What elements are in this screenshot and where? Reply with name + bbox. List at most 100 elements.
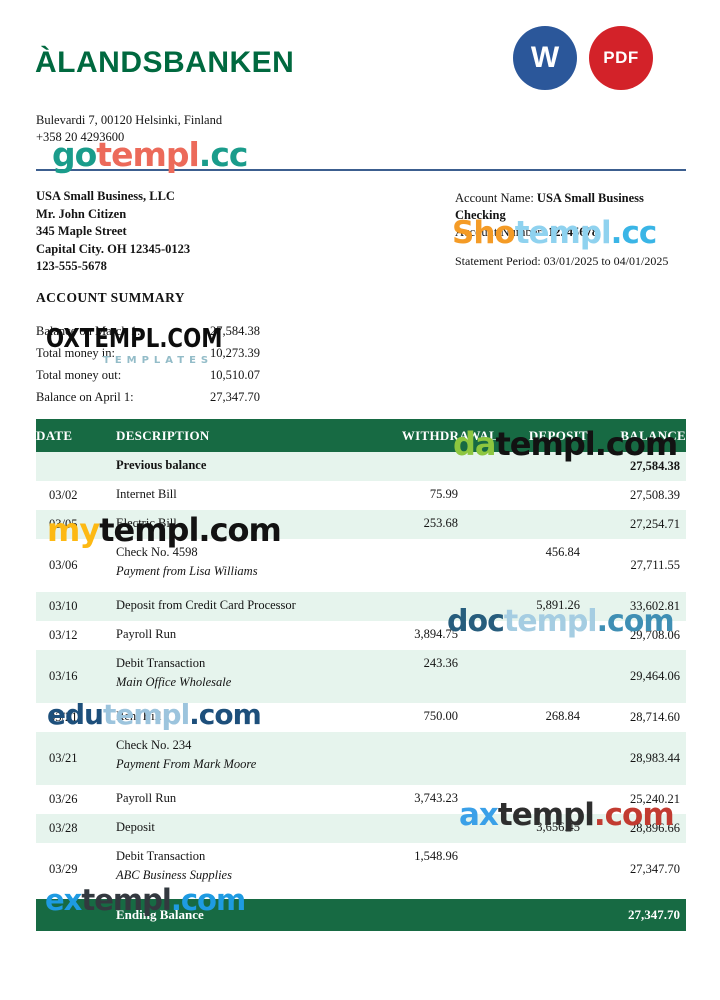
description-main: Internet Bill — [116, 487, 177, 501]
column-header-description: DESCRIPTION — [116, 419, 388, 452]
watermark-text-part: my — [47, 511, 100, 549]
cell-date: 03/26 — [49, 792, 78, 806]
cell-date: 03/02 — [49, 488, 78, 502]
description-note: ABC Business Supplies — [116, 868, 232, 882]
cell-deposit — [498, 650, 588, 703]
description-main: Electric Bill — [116, 516, 177, 530]
cell-date: 03/21 — [49, 751, 78, 765]
description-main: Debit Transaction — [116, 656, 206, 670]
table-header-row: DATE DESCRIPTION WITHDRAWAL DEPOSIT BALA… — [36, 419, 686, 452]
table-row: 03/28 Deposit 3,656.45 28,896.66 — [36, 814, 686, 843]
customer-line: USA Small Business, LLC — [36, 189, 175, 203]
table-row: 03/29 Debit Transaction ABC Business Suppl… — [36, 843, 686, 896]
cell-description: Previous balance — [116, 452, 388, 481]
watermark-extempl: extempl.com — [45, 883, 246, 917]
cell-date: 03/06 — [49, 558, 78, 572]
cell-deposit — [498, 843, 588, 896]
column-header-balance: BALANCE — [588, 419, 686, 452]
cell-balance: 27,254.71 — [630, 517, 680, 531]
transactions-body: Previous balance 27,584.38 03/02 Internet B… — [36, 452, 686, 896]
cell-withdrawal — [388, 539, 498, 592]
file-format-icons: W PDF — [513, 26, 653, 90]
pdf-file-icon[interactable]: PDF — [589, 26, 653, 90]
table-row: 03/02 Internet Bill 75.99 27,508.39 — [36, 481, 686, 510]
description-main: Payroll Run — [116, 791, 177, 805]
table-row: 03/10 Deposit from Credit Card Processor 5… — [36, 592, 686, 621]
customer-line: 345 Maple Street — [36, 224, 127, 238]
cell-deposit: 268.84 — [545, 709, 580, 723]
summary-row: Total money in: 10,273.39 — [36, 342, 260, 364]
table-row: 03/05 Electric Bill 253.68 27,254.71 — [36, 510, 686, 539]
cell-date: 03/16 — [49, 669, 78, 683]
summary-value: 10,510.07 — [210, 368, 260, 382]
summary-value: 27,347.70 — [210, 390, 260, 404]
ending-balance-bar: Ending Balance 27,347.70 — [36, 899, 686, 931]
watermark-text-part: templ — [102, 698, 190, 731]
cell-date: 03/29 — [49, 862, 78, 876]
word-file-icon[interactable]: W — [513, 26, 577, 90]
column-header-date: DATE — [36, 419, 116, 452]
summary-value: 10,273.39 — [210, 346, 260, 360]
watermark-text-part: ex — [45, 883, 82, 917]
watermark-text-part: ax — [459, 797, 499, 833]
watermark-text-part: .cc — [198, 135, 249, 174]
description-main: Debit Transaction — [116, 849, 206, 863]
description-main: Rent Bill — [116, 709, 162, 723]
cell-withdrawal — [388, 732, 498, 785]
description-main: Deposit — [116, 820, 155, 834]
cell-withdrawal: 3,743.23 — [414, 791, 458, 805]
cell-balance: 28,714.60 — [630, 710, 680, 724]
account-name-value: USA Small Business Checking — [455, 191, 644, 222]
summary-value: 27,584.38 — [210, 324, 260, 338]
bank-address-line1: Bulevardi 7, 00120 Helsinki, Finland — [36, 113, 223, 127]
table-row: 03/26 Payroll Run 3,743.23 25,240.21 — [36, 785, 686, 814]
cell-description: Internet Bill — [116, 481, 388, 510]
customer-line: Capital City. OH 12345-0123 — [36, 241, 191, 256]
account-summary-rows: Balance on March 1: 27,584.38 Total money … — [36, 320, 260, 408]
cell-date — [36, 452, 116, 481]
watermark-text-part: .com — [170, 883, 246, 917]
cell-description: Deposit from Credit Card Processor — [116, 592, 388, 621]
account-summary-title: ACCOUNT SUMMARY — [36, 290, 185, 305]
cell-balance: 27,508.39 — [630, 488, 680, 502]
watermark-mytempl: mytempl.com — [47, 511, 282, 549]
cell-balance: 29,708.06 — [630, 628, 680, 642]
cell-date: 03/21 — [49, 710, 78, 724]
watermark-text-part: templ — [503, 604, 598, 639]
watermark-oxtempl: OXTEMPL.COM — [46, 326, 222, 352]
cell-balance: 25,240.21 — [630, 792, 680, 806]
account-number-value: 12345678 — [548, 225, 599, 239]
cell-deposit — [498, 510, 588, 539]
header-divider — [36, 169, 686, 171]
watermark-text-part: templ — [81, 883, 171, 917]
cell-date: 03/28 — [49, 821, 78, 835]
cell-balance: 27,347.70 — [630, 862, 680, 876]
watermark-doctempl: doctempl.com — [447, 604, 675, 639]
cell-description: Check No. 4598 Payment from Lisa Williams — [116, 539, 388, 592]
watermark-text-part: Sho — [452, 215, 516, 251]
cell-withdrawal: 3,894.75 — [414, 627, 458, 641]
table-row: 03/21 Check No. 234 Payment From Mark Moor… — [36, 732, 686, 785]
table-row: 03/12 Payroll Run 3,894.75 29,708.06 — [36, 621, 686, 650]
summary-label: Balance on March 1: — [36, 324, 141, 338]
summary-label: Total money in: — [36, 346, 115, 360]
summary-row: Balance on March 1: 27,584.38 — [36, 320, 260, 342]
description-main: Deposit from Credit Card Processor — [116, 598, 296, 612]
cell-deposit: 456.84 — [545, 545, 580, 559]
watermark-text-part: TEMPLATES — [103, 355, 214, 366]
description-note: Main Office Wholesale — [116, 675, 232, 689]
table-row: Previous balance 27,584.38 — [36, 452, 686, 481]
watermark-text-part: .com — [593, 797, 675, 833]
cell-deposit: 3,656.45 — [536, 820, 580, 834]
cell-description: Debit Transaction ABC Business Supplies — [116, 843, 388, 896]
account-info-block: Account Name: USA Small Business Checkin… — [455, 190, 691, 270]
account-name-label: Account Name: — [455, 191, 534, 205]
cell-deposit: 5,891.26 — [536, 598, 580, 612]
watermark-oxtempl-sub: TEMPLATES — [103, 356, 213, 366]
table-row: 03/16 Debit Transaction Main Office Wholes… — [36, 650, 686, 703]
cell-withdrawal: 750.00 — [423, 709, 458, 723]
cell-balance: 28,896.66 — [630, 821, 680, 835]
watermark-gotempl: gotempl.cc — [52, 135, 249, 174]
account-number-line: Account Number: 12345678 — [455, 224, 691, 241]
